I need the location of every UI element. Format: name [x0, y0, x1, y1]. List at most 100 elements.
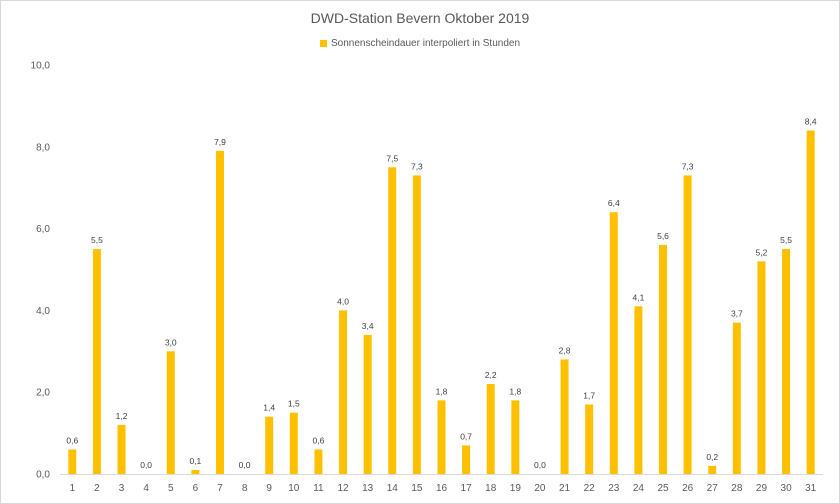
data-label: 0,7: [460, 431, 472, 441]
bar: [585, 404, 594, 474]
bar: [732, 322, 741, 474]
bar: [708, 465, 717, 474]
y-tick-label: 8,0: [36, 142, 50, 153]
x-tick-label: 29: [756, 483, 768, 494]
x-tick-label: 25: [657, 483, 669, 494]
x-tick-label: 8: [242, 483, 248, 494]
bar: [289, 412, 298, 474]
bar: [659, 244, 668, 474]
bar: [634, 306, 643, 474]
data-label: 5,5: [91, 235, 103, 245]
x-tick-label: 30: [781, 483, 793, 494]
bar: [437, 400, 446, 474]
y-tick-label: 4,0: [36, 306, 50, 317]
bar: [92, 249, 101, 474]
bar: [683, 175, 692, 474]
x-tick-label: 18: [485, 483, 497, 494]
bar: [265, 416, 274, 474]
data-label: 5,5: [780, 235, 792, 245]
bar: [486, 384, 495, 474]
x-tick-label: 6: [193, 483, 199, 494]
data-label: 0,0: [140, 460, 152, 470]
y-tick-label: 6,0: [36, 224, 50, 235]
x-tick-label: 21: [559, 483, 571, 494]
bar: [68, 449, 77, 474]
bar: [609, 212, 618, 475]
data-label: 7,9: [214, 137, 226, 147]
y-tick-label: 10,0: [31, 61, 51, 72]
y-tick-label: 2,0: [36, 388, 50, 399]
data-label: 3,4: [362, 321, 374, 331]
data-label: 3,7: [731, 309, 743, 319]
x-tick-label: 26: [682, 483, 694, 494]
bar: [363, 334, 372, 474]
bar: [215, 150, 224, 474]
y-tick-label: 0,0: [36, 470, 50, 481]
bar: [806, 130, 815, 474]
x-tick-label: 3: [119, 483, 125, 494]
x-tick-label: 10: [288, 483, 300, 494]
bar: [314, 449, 323, 474]
legend-swatch: [319, 40, 327, 47]
x-tick-label: 28: [731, 483, 743, 494]
x-tick-label: 12: [337, 483, 349, 494]
data-label: 0,0: [534, 460, 546, 470]
data-label: 5,2: [756, 247, 768, 257]
x-tick-label: 2: [94, 483, 100, 494]
x-tick-label: 9: [266, 483, 272, 494]
bar: [782, 249, 791, 474]
x-tick-label: 23: [608, 483, 620, 494]
data-label: 4,1: [632, 292, 644, 302]
bar: [462, 445, 471, 474]
x-tick-label: 11: [313, 483, 324, 494]
bar: [339, 310, 348, 474]
data-label: 0,6: [313, 435, 325, 445]
bar: [511, 400, 520, 474]
x-tick-label: 31: [805, 483, 817, 494]
x-tick-label: 14: [387, 483, 399, 494]
data-label: 1,7: [583, 390, 595, 400]
data-label: 1,5: [288, 399, 300, 409]
x-tick-label: 19: [510, 483, 522, 494]
x-tick-label: 22: [584, 483, 596, 494]
x-tick-label: 1: [70, 483, 76, 494]
x-tick-label: 27: [707, 483, 719, 494]
data-label: 8,4: [805, 116, 817, 126]
data-label: 7,3: [682, 161, 694, 171]
data-label: 4,0: [337, 296, 349, 306]
bar: [388, 167, 397, 474]
data-label: 0,2: [706, 452, 718, 462]
data-label: 0,0: [239, 460, 251, 470]
bar: [191, 469, 200, 474]
chart-title: DWD-Station Bevern Oktober 2019: [310, 10, 530, 26]
x-tick-label: 17: [461, 483, 473, 494]
data-label: 0,6: [66, 435, 78, 445]
x-tick-label: 7: [217, 483, 223, 494]
bar: [757, 261, 766, 474]
x-tick-label: 13: [362, 483, 374, 494]
x-tick-label: 16: [436, 483, 448, 494]
x-tick-label: 24: [633, 483, 645, 494]
x-tick-label: 4: [143, 483, 149, 494]
bar: [560, 359, 569, 474]
data-label: 1,2: [116, 411, 128, 421]
x-tick-label: 5: [168, 483, 174, 494]
legend: Sonnenscheindauer interpoliert in Stunde…: [1, 38, 839, 49]
data-label: 2,2: [485, 370, 497, 380]
bar: [166, 351, 175, 474]
data-label: 3,0: [165, 337, 177, 347]
data-label: 7,3: [411, 161, 423, 171]
data-label: 1,8: [436, 386, 448, 396]
data-label: 1,4: [263, 403, 275, 413]
data-label: 1,8: [509, 386, 521, 396]
data-label: 5,6: [657, 231, 669, 241]
legend-label: Sonnenscheindauer interpoliert in Stunde…: [330, 38, 521, 49]
data-label: 2,8: [559, 345, 571, 355]
data-label: 7,5: [386, 153, 398, 163]
bar: [412, 175, 421, 474]
data-label: 6,4: [608, 198, 620, 208]
bar: [117, 424, 126, 474]
x-tick-label: 15: [411, 483, 423, 494]
